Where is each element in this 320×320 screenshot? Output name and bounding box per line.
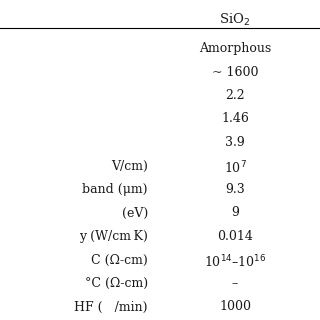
Text: 10$^{14}$–10$^{16}$: 10$^{14}$–10$^{16}$	[204, 253, 266, 270]
Text: V/cm): V/cm)	[111, 159, 148, 172]
Text: ~ 1600: ~ 1600	[212, 66, 258, 78]
Text: C (Ω-cm): C (Ω-cm)	[91, 253, 148, 267]
Text: 3.9: 3.9	[225, 136, 245, 149]
Text: 2.2: 2.2	[225, 89, 245, 102]
Text: band (μm): band (μm)	[83, 183, 148, 196]
Text: (eV): (eV)	[122, 206, 148, 220]
Text: SiO$_2$: SiO$_2$	[220, 12, 251, 28]
Text: 9.3: 9.3	[225, 183, 245, 196]
Text: 9: 9	[231, 206, 239, 220]
Text: Amorphous: Amorphous	[199, 42, 271, 55]
Text: °C (Ω-cm): °C (Ω-cm)	[85, 277, 148, 290]
Text: y (W/cm K): y (W/cm K)	[79, 230, 148, 243]
Text: 0.014: 0.014	[217, 230, 253, 243]
Text: 10$^7$: 10$^7$	[224, 159, 246, 176]
Text: HF (   /min): HF ( /min)	[75, 300, 148, 314]
Text: 1.46: 1.46	[221, 113, 249, 125]
Text: –: –	[232, 277, 238, 290]
Text: 1000: 1000	[219, 300, 251, 314]
